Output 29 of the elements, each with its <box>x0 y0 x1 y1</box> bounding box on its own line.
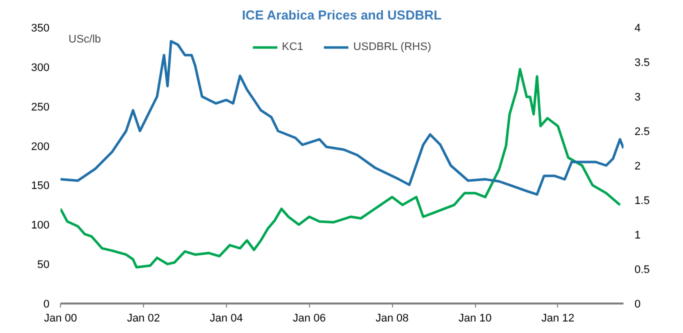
y-tick-label: 200 <box>31 140 50 153</box>
y-tick-label: 350 <box>31 22 50 34</box>
y2-tick-label: 0 <box>634 298 641 310</box>
y2-tick-label: 3.5 <box>634 57 650 69</box>
chart-title: ICE Arabica Prices and USDBRL <box>242 8 442 22</box>
y2-tick-label: 2 <box>634 160 641 172</box>
y-tick-label: 100 <box>31 220 50 232</box>
y2-tick-label: 0.5 <box>634 264 650 276</box>
y2-tick-label: 1 <box>634 230 641 242</box>
x-tick-label: Jan 10 <box>458 312 492 324</box>
x-tick-label: Jan 12 <box>541 312 574 324</box>
x-tick-label: Jan 08 <box>376 312 409 324</box>
y2-tick-label: 3 <box>634 92 641 104</box>
y-tick-label: 250 <box>31 101 50 114</box>
legend-label: KC1 <box>282 41 304 53</box>
y-tick-label: 0 <box>43 298 50 310</box>
y-tick-label: 150 <box>31 180 50 192</box>
y2-tick-label: 1.5 <box>634 195 650 207</box>
y2-tick-label: 4 <box>634 22 641 34</box>
x-tick-label: Jan 04 <box>210 312 243 324</box>
x-tick-label: Jan 06 <box>292 312 326 324</box>
x-tick-label: Jan 00 <box>44 312 78 324</box>
legend-label: USDBRL (RHS) <box>353 41 432 53</box>
line-series <box>60 68 622 268</box>
y-axis-title: USc/lb <box>68 34 101 46</box>
y-tick-label: 50 <box>37 259 50 272</box>
y2-tick-label: 2.5 <box>634 126 650 138</box>
x-tick-label: Jan 02 <box>126 312 160 324</box>
y-tick-label: 300 <box>31 62 50 74</box>
